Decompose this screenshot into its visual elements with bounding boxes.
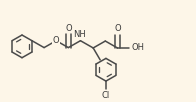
Text: O: O	[65, 24, 72, 33]
Text: O: O	[53, 36, 60, 45]
Text: OH: OH	[131, 43, 144, 52]
Text: Cl: Cl	[102, 91, 110, 100]
Text: NH: NH	[73, 30, 86, 39]
Text: O: O	[114, 24, 121, 33]
